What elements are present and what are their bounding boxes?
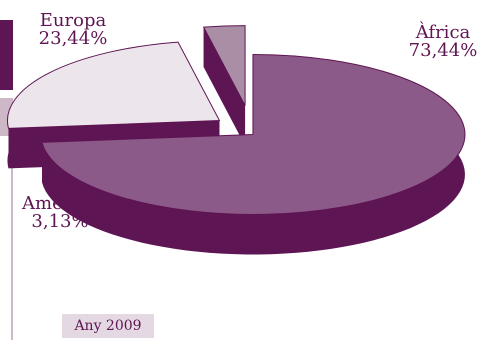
label-europa: Europa 23,44% [28,12,118,48]
label-africa-name: Àfrica [415,22,471,43]
label-america-name: Amèrica [22,193,98,214]
label-africa: Àfrica 73,44% [398,24,485,60]
label-europa-name: Europa [39,10,107,31]
left-accent-rule [11,136,13,340]
year-badge: Any 2009 [62,314,154,338]
label-america: Amèrica 3,13% [20,195,100,231]
slice-europa-top [6,41,221,129]
label-america-value: 3,13% [31,211,89,232]
slice-africa-top [41,53,466,215]
slice-america-top [202,25,246,106]
label-africa-value: 73,44% [408,40,478,61]
label-europa-value: 23,44% [38,28,108,49]
left-accent-bar-dark [0,20,13,90]
